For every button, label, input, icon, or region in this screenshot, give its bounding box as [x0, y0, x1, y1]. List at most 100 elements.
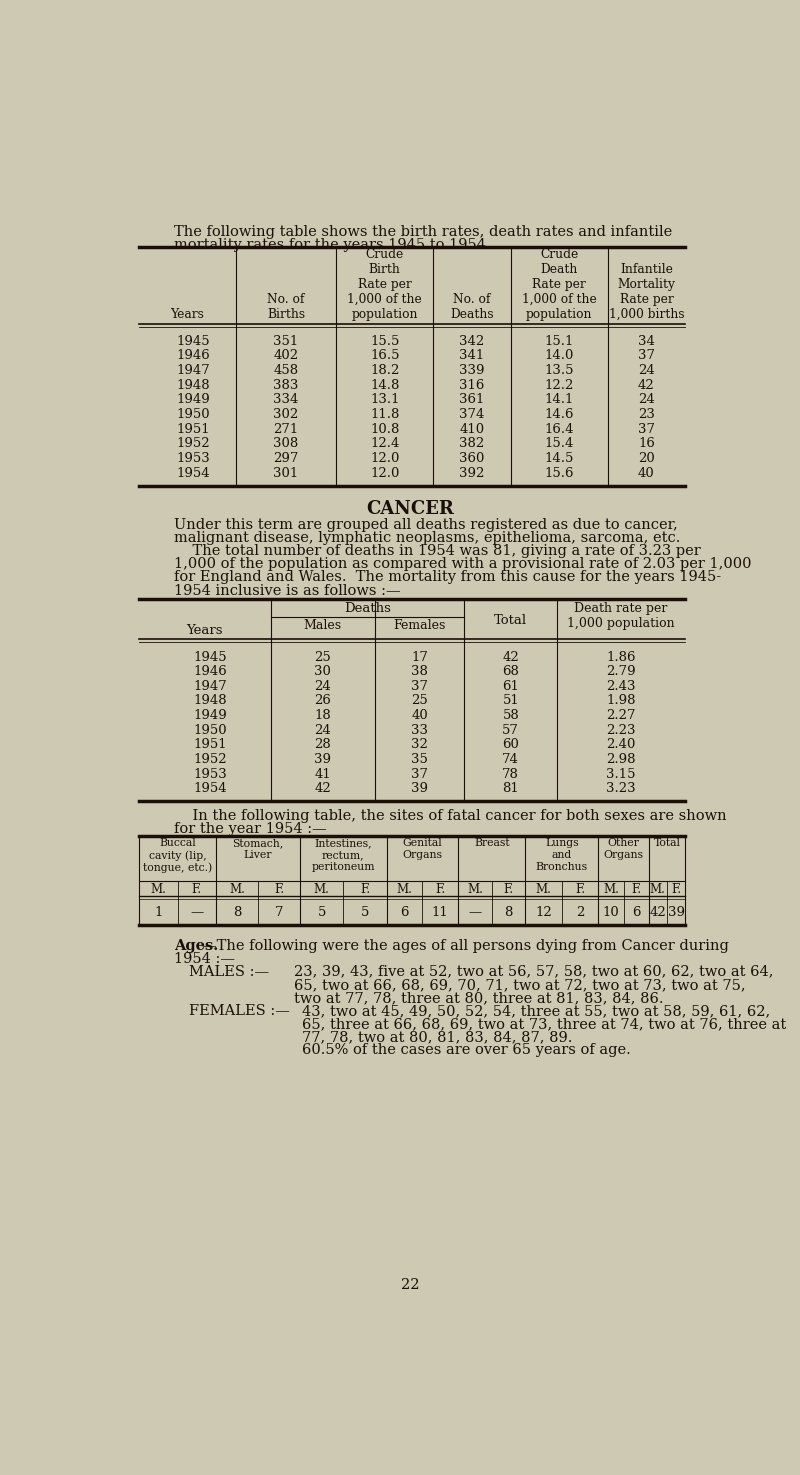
Text: 18.2: 18.2 — [370, 364, 399, 378]
Text: 40: 40 — [411, 709, 428, 723]
Text: M.: M. — [467, 884, 483, 897]
Text: 35: 35 — [411, 752, 428, 766]
Text: Ages.: Ages. — [174, 938, 218, 953]
Text: F.: F. — [575, 884, 585, 897]
Text: 16.5: 16.5 — [370, 350, 399, 363]
Text: 20: 20 — [638, 451, 654, 465]
Text: 12.0: 12.0 — [370, 466, 399, 479]
Text: —: — — [468, 906, 482, 919]
Text: for England and Wales.  The mortality from this cause for the years 1945-: for England and Wales. The mortality fro… — [174, 571, 721, 584]
Text: No. of
Deaths: No. of Deaths — [450, 294, 494, 322]
Text: 42: 42 — [502, 650, 519, 664]
Text: 341: 341 — [459, 350, 485, 363]
Text: 34: 34 — [638, 335, 655, 348]
Text: 382: 382 — [459, 437, 485, 450]
Text: 37: 37 — [638, 350, 655, 363]
Text: 3.23: 3.23 — [606, 782, 636, 795]
Text: 58: 58 — [502, 709, 519, 723]
Text: 1954 :—: 1954 :— — [174, 951, 234, 966]
Text: Genital
Organs: Genital Organs — [402, 838, 442, 860]
Text: 14.6: 14.6 — [545, 409, 574, 420]
Text: Crude
Death
Rate per
1,000 of the
population: Crude Death Rate per 1,000 of the popula… — [522, 248, 597, 322]
Text: Years: Years — [186, 624, 223, 637]
Text: 1945: 1945 — [176, 335, 210, 348]
Text: 2.40: 2.40 — [606, 739, 636, 751]
Text: No. of
Births: No. of Births — [267, 294, 305, 322]
Text: M.: M. — [650, 884, 666, 897]
Text: M.: M. — [314, 884, 330, 897]
Text: 10.8: 10.8 — [370, 423, 399, 435]
Text: 351: 351 — [274, 335, 298, 348]
Text: —The following were the ages of all persons dying from Cancer during: —The following were the ages of all pers… — [202, 938, 728, 953]
Text: 1954: 1954 — [194, 782, 227, 795]
Text: 38: 38 — [411, 665, 428, 678]
Text: 1953: 1953 — [176, 451, 210, 465]
Text: 15.1: 15.1 — [545, 335, 574, 348]
Text: Lungs
and
Bronchus: Lungs and Bronchus — [536, 838, 588, 872]
Text: 43, two at 45, 49, 50, 52, 54, three at 55, two at 58, 59, 61, 62,: 43, two at 45, 49, 50, 52, 54, three at … — [302, 1004, 770, 1018]
Text: 1946: 1946 — [194, 665, 227, 678]
Text: M.: M. — [397, 884, 413, 897]
Text: 12.2: 12.2 — [545, 379, 574, 392]
Text: 3.15: 3.15 — [606, 767, 636, 780]
Text: 374: 374 — [459, 409, 485, 420]
Text: two at 77, 78, three at 80, three at 81, 83, 84, 86.: two at 77, 78, three at 80, three at 81,… — [294, 991, 663, 1004]
Text: 42: 42 — [650, 906, 666, 919]
Text: 5: 5 — [318, 906, 326, 919]
Text: 1952: 1952 — [176, 437, 210, 450]
Text: 392: 392 — [459, 466, 485, 479]
Text: 16: 16 — [638, 437, 655, 450]
Text: 1949: 1949 — [194, 709, 227, 723]
Text: 78: 78 — [502, 767, 519, 780]
Text: Stomach,
Liver: Stomach, Liver — [233, 838, 284, 860]
Text: M.: M. — [536, 884, 552, 897]
Text: F.: F. — [503, 884, 514, 897]
Text: 68: 68 — [502, 665, 519, 678]
Text: 11.8: 11.8 — [370, 409, 399, 420]
Text: 339: 339 — [459, 364, 485, 378]
Text: 30: 30 — [314, 665, 331, 678]
Text: 7: 7 — [274, 906, 283, 919]
Text: for the year 1954 :—: for the year 1954 :— — [174, 822, 326, 836]
Text: 15.4: 15.4 — [545, 437, 574, 450]
Text: 14.5: 14.5 — [545, 451, 574, 465]
Text: 13.5: 13.5 — [545, 364, 574, 378]
Text: 25: 25 — [314, 650, 331, 664]
Text: F.: F. — [631, 884, 641, 897]
Text: 24: 24 — [314, 680, 331, 693]
Text: 1950: 1950 — [194, 724, 227, 736]
Text: The following table shows the birth rates, death rates and infantile: The following table shows the birth rate… — [174, 224, 672, 239]
Text: 41: 41 — [314, 767, 331, 780]
Text: Breast: Breast — [474, 838, 510, 848]
Text: 33: 33 — [411, 724, 428, 736]
Text: F.: F. — [435, 884, 446, 897]
Text: 51: 51 — [502, 695, 519, 708]
Text: 24: 24 — [638, 364, 654, 378]
Text: 1949: 1949 — [176, 394, 210, 407]
Text: Males: Males — [304, 620, 342, 631]
Text: 26: 26 — [314, 695, 331, 708]
Text: Other
Organs: Other Organs — [603, 838, 643, 860]
Text: 1953: 1953 — [194, 767, 227, 780]
Text: Infantile
Mortality
Rate per
1,000 births: Infantile Mortality Rate per 1,000 birth… — [609, 263, 684, 322]
Text: 1954 inclusive is as follows :—: 1954 inclusive is as follows :— — [174, 584, 400, 597]
Text: 2.98: 2.98 — [606, 752, 636, 766]
Text: 1948: 1948 — [176, 379, 210, 392]
Text: 14.0: 14.0 — [545, 350, 574, 363]
Text: —: — — [190, 906, 203, 919]
Text: 361: 361 — [459, 394, 485, 407]
Text: 1950: 1950 — [176, 409, 210, 420]
Text: 458: 458 — [274, 364, 298, 378]
Text: 5: 5 — [361, 906, 370, 919]
Text: 12: 12 — [535, 906, 552, 919]
Text: 42: 42 — [638, 379, 654, 392]
Text: F.: F. — [274, 884, 284, 897]
Text: Total: Total — [494, 614, 527, 627]
Text: 1951: 1951 — [176, 423, 210, 435]
Text: M.: M. — [230, 884, 245, 897]
Text: 57: 57 — [502, 724, 519, 736]
Text: 1947: 1947 — [176, 364, 210, 378]
Text: 6: 6 — [400, 906, 409, 919]
Text: 17: 17 — [411, 650, 428, 664]
Text: 2: 2 — [576, 906, 584, 919]
